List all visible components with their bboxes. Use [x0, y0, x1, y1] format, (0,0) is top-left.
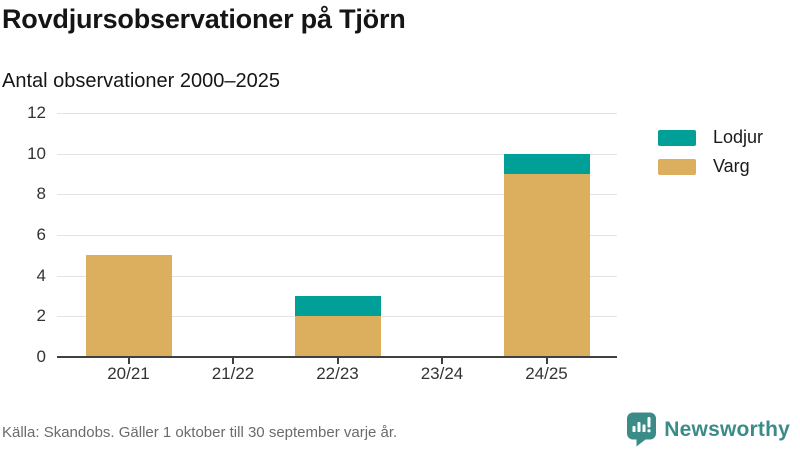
x-tick	[441, 358, 443, 364]
gridline	[57, 235, 617, 236]
plot-area	[57, 113, 617, 364]
y-tick-label: 6	[36, 225, 46, 244]
x-tick	[127, 358, 130, 364]
x-tick	[336, 358, 339, 364]
legend-item-varg: Varg	[658, 156, 763, 176]
x-tick-label: 20/21	[107, 364, 150, 383]
legend-label: Lodjur	[713, 127, 764, 147]
y-tick-label: 4	[36, 265, 46, 285]
legend-label: Varg	[713, 156, 750, 176]
bar-segment-lodjur-22/23	[294, 296, 381, 317]
y-axis-labels: 0 2 4 6 8 10 12	[0, 103, 46, 366]
y-tick-label: 8	[36, 184, 46, 204]
legend-item-lodjur: Lodjur	[658, 127, 764, 147]
newsworthy-bubble-chart-icon	[626, 412, 657, 447]
chart-title: Rovdjursobservationer på Tjörn	[2, 4, 406, 34]
bar-segment-varg-22/23	[294, 316, 381, 357]
gridline	[57, 153, 617, 155]
x-tick-label: 21/22	[211, 364, 255, 383]
x-tick	[232, 358, 234, 364]
legend-swatch	[658, 129, 696, 146]
y-tick-label: 2	[36, 306, 46, 326]
legend: Lodjur Varg	[658, 127, 764, 187]
x-axis-line	[57, 356, 617, 358]
newsworthy-logo: Newsworthy	[626, 412, 790, 447]
bar-segment-varg-24/25	[503, 174, 590, 357]
x-tick-label: 23/24	[420, 364, 464, 383]
brand-name: Newsworthy	[664, 417, 790, 441]
gridline	[57, 275, 617, 277]
y-tick-label: 0	[36, 347, 46, 366]
source-note: Källa: Skandobs. Gäller 1 oktober till 3…	[2, 424, 398, 441]
x-tick	[545, 358, 548, 364]
chart-subtitle: Antal observationer 2000–2025	[2, 70, 280, 92]
bar-segment-lodjur-24/25	[503, 153, 590, 174]
gridline	[57, 194, 617, 196]
gridline	[57, 113, 617, 114]
x-tick-label: 24/25	[525, 364, 568, 383]
y-tick-label: 12	[27, 103, 46, 122]
x-tick-label: 22/23	[316, 364, 359, 383]
y-tick-label: 10	[27, 143, 46, 163]
x-axis-tick-labels: 20/21 21/22 22/23 23/24 24/25	[57, 364, 617, 388]
bar-segment-varg-20/21	[85, 255, 172, 357]
legend-swatch	[658, 158, 696, 175]
